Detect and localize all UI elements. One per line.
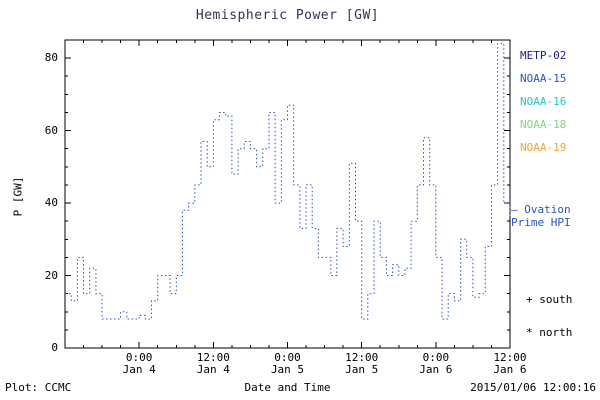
x-tick-time: 0:00 — [125, 351, 153, 364]
x-tick-time: 12:00 — [196, 351, 230, 364]
legend-item-noaa-19: NOAA-19 — [520, 141, 567, 154]
legend-item-noaa-18: NOAA-18 — [520, 118, 567, 131]
y-tick-label: 40 — [44, 196, 58, 210]
north-marker-label: * north — [526, 326, 573, 339]
ovation-label-line1: — Ovation — [511, 203, 571, 216]
x-tick-label: 12:00 Jan 4 — [183, 352, 243, 376]
plot-timestamp: 2015/01/06 12:00:16 — [470, 381, 596, 394]
hpi-step-line — [65, 43, 511, 320]
legend-item-metp-02: METP-02 — [520, 49, 567, 62]
ovation-label-line2: Prime HPI — [511, 216, 571, 229]
legend-item-noaa-16: NOAA-16 — [520, 95, 567, 108]
x-tick-date: Jan 6 — [419, 363, 453, 376]
y-tick-label: 0 — [51, 341, 58, 354]
x-tick-date: Jan 6 — [493, 363, 527, 376]
x-tick-label: 12:00 Jan 6 — [480, 352, 540, 376]
x-tick-time: 0:00 — [422, 351, 450, 364]
satellite-legend: METP-02 NOAA-15 NOAA-16 NOAA-18 NOAA-19 — [520, 44, 566, 159]
x-tick-date: Jan 4 — [122, 363, 156, 376]
y-tick-label: 20 — [44, 268, 58, 282]
x-tick-label: 0:00 Jan 5 — [258, 352, 318, 376]
x-tick-label: 12:00 Jan 5 — [332, 352, 392, 376]
x-tick-date: Jan 4 — [196, 363, 230, 376]
legend-item-noaa-15: NOAA-15 — [520, 72, 567, 85]
x-tick-time: 12:00 — [493, 351, 527, 364]
y-tick-label: 60 — [44, 123, 58, 137]
x-tick-date: Jan 5 — [345, 363, 379, 376]
x-tick-time: 12:00 — [345, 351, 379, 364]
plot-border — [64, 39, 511, 349]
ovation-prime-hpi-label: — Ovation Prime HPI — [511, 203, 571, 229]
x-tick-label: 0:00 Jan 6 — [406, 352, 466, 376]
south-marker-label: + south — [526, 293, 573, 306]
x-tick-time: 0:00 — [274, 351, 301, 364]
plot-source-label: Plot: CCMC — [5, 381, 72, 394]
x-axis-title: Date and Time — [244, 381, 331, 394]
y-tick-label: 80 — [44, 51, 58, 65]
chart-title: Hemispheric Power [GW] — [195, 8, 380, 23]
x-tick-label: 0:00 Jan 4 — [109, 352, 169, 376]
x-tick-date: Jan 5 — [270, 363, 305, 376]
